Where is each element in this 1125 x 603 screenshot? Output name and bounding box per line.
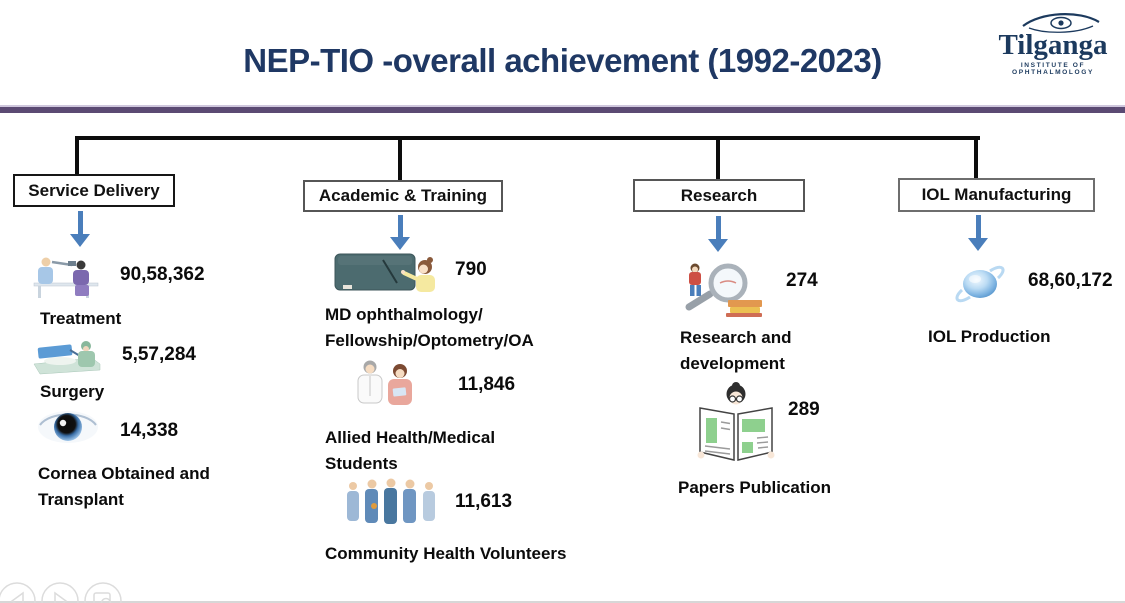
volunteers-value: 11,613 — [455, 491, 513, 512]
iol-production-value: 68,60,172 — [1028, 270, 1113, 291]
papers-label: Papers Publication — [678, 478, 832, 497]
next-slide-button[interactable] — [41, 582, 79, 603]
branch-box-iol-manufacturing: IOL Manufacturing — [898, 178, 1095, 212]
branch-box-academic-training: Academic & Training — [303, 180, 503, 212]
iol-production-label: IOL Production — [928, 327, 1051, 346]
allied-health-value: 11,846 — [458, 374, 516, 395]
surgery-icon — [33, 341, 101, 375]
connector-drop-service — [75, 138, 79, 176]
connector-drop-iol — [974, 138, 978, 180]
treatment-value: 90,58,362 — [120, 264, 205, 285]
surgery-value: 5,57,284 — [122, 344, 196, 365]
connector-horizontal — [75, 136, 980, 140]
divider-bar — [0, 105, 1125, 113]
page-title: NEP-TIO -overall achievement (1992-2023) — [243, 42, 882, 79]
blackboard-teacher-icon — [334, 253, 435, 292]
connector-drop-research — [716, 138, 720, 181]
arrow-down-iol — [968, 215, 988, 251]
treatment-label: Treatment — [40, 309, 122, 328]
branch-box-service-delivery: Service Delivery — [13, 174, 175, 207]
cornea-label: Cornea Obtained and Transplant — [38, 464, 210, 509]
previous-slide-button[interactable] — [0, 582, 36, 603]
allied-health-label: Allied Health/Medical Students — [325, 428, 496, 473]
newspaper-reader-icon — [697, 382, 775, 461]
medical-students-icon — [357, 360, 412, 405]
eye-logo-icon — [1022, 13, 1100, 33]
md-ophthalmology-value: 790 — [455, 259, 487, 280]
logo-subtitle: INSTITUTE OF OPHTHALMOLOGY — [1012, 62, 1094, 76]
eye-exam-treatment-icon — [33, 257, 99, 298]
arrow-down-research — [708, 216, 728, 252]
cornea-eye-icon — [38, 411, 98, 443]
slideshow-menu-button[interactable] — [84, 582, 122, 603]
arrow-down-academic — [390, 215, 410, 251]
logo-wordmark: Tilganga — [998, 29, 1108, 61]
papers-value: 289 — [788, 399, 820, 420]
branch-box-research: Research — [633, 179, 805, 212]
community-volunteers-icon — [347, 478, 435, 524]
slideshow-controls — [0, 582, 122, 603]
cornea-value: 14,338 — [120, 420, 179, 441]
slide-bottom-edge — [0, 601, 1125, 603]
connector-drop-academic — [398, 138, 402, 182]
volunteers-label: Community Health Volunteers — [325, 544, 567, 563]
surgery-label: Surgery — [40, 382, 105, 401]
research-magnifier-icon — [685, 263, 762, 317]
arrow-down-service — [70, 211, 90, 247]
iol-lens-icon — [955, 265, 1005, 303]
research-dev-label: Research and development — [680, 328, 792, 373]
research-dev-value: 274 — [786, 270, 818, 291]
md-ophthalmology-label: MD ophthalmology/ Fellowship/Optometry/O… — [325, 305, 534, 350]
tilganga-logo: Tilganga INSTITUTE OF OPHTHALMOLOGY — [983, 10, 1123, 76]
